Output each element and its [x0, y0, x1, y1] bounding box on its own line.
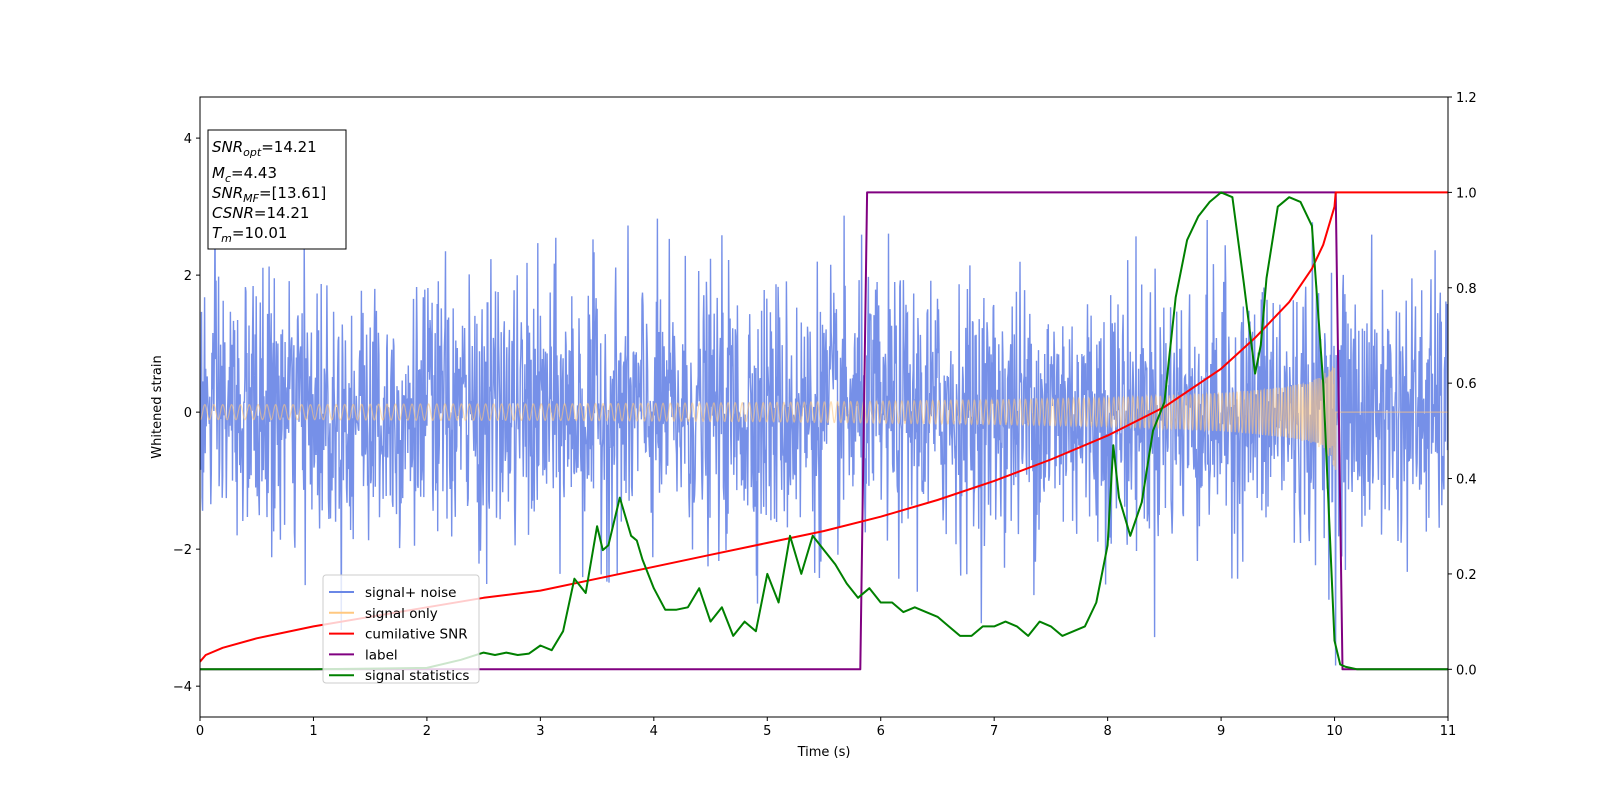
- series-signal-statistics-line: [200, 191, 1448, 671]
- x-tick-label: 10: [1326, 724, 1343, 739]
- info-box-line: SNRMF=[13.61]: [212, 184, 326, 205]
- y-left-tick-label: −2: [173, 543, 192, 558]
- info-box: SNRopt=14.21Mc=4.43SNRMF=[13.61]CSNR=14.…: [207, 129, 347, 250]
- plot-frame: [199, 96, 1449, 718]
- legend-frame: [322, 574, 480, 684]
- info-value: =[13.61]: [259, 184, 326, 202]
- x-axis-label: Time (s): [797, 745, 851, 760]
- y-right-tick-label: 0.8: [1456, 282, 1477, 297]
- y-left-tick-label: 2: [184, 269, 192, 284]
- info-subscript: MF: [243, 192, 259, 205]
- info-symbol: T: [212, 224, 223, 242]
- y-right-tick-label: 1.2: [1456, 91, 1477, 106]
- y-right-tick-label: 1.0: [1456, 186, 1477, 201]
- series-signal-noise-line: [200, 213, 1448, 666]
- legend: signal+ noise signal only cumilative SNR la…: [322, 574, 480, 684]
- x-tick-label: 9: [1217, 724, 1225, 739]
- y-axis-label: Whitened strain: [150, 355, 165, 458]
- x-tick-label: 8: [1103, 724, 1111, 739]
- info-box-line: Tm=10.01: [212, 224, 287, 245]
- info-box-line: SNRopt=14.21: [212, 138, 317, 159]
- info-value: =14.21: [254, 204, 310, 222]
- info-box-frame: [207, 129, 347, 250]
- info-subscript: opt: [243, 146, 262, 159]
- info-value: =10.01: [232, 224, 288, 242]
- legend-label: cumilative SNR: [365, 627, 468, 643]
- info-subscript: c: [225, 172, 231, 185]
- series-signal-only-line: [200, 366, 1448, 471]
- info-symbol: SNR: [212, 138, 243, 156]
- legend-label: signal only: [365, 606, 438, 622]
- x-tick-label: 3: [536, 724, 544, 739]
- y-right-tick-label: 0.6: [1456, 377, 1477, 392]
- x-tick-label: 4: [650, 724, 658, 739]
- y-right-tick-label: 0.2: [1456, 568, 1477, 583]
- x-tick-label: 11: [1440, 724, 1457, 739]
- legend-label: signal+ noise: [365, 585, 456, 601]
- info-subscript: m: [221, 232, 232, 245]
- x-tick-label: 1: [309, 724, 317, 739]
- ticks-layer: 0 1 2 3 4 5 6 7 8 9 10 11 −4 −2 0 2 4 0.0 0.2 0.4 0.6 0.8 1.0 1…: [173, 91, 1477, 739]
- y-right-tick-label: 0.4: [1456, 473, 1477, 488]
- y-left-tick-label: 4: [184, 132, 192, 147]
- y-left-tick-label: 0: [184, 406, 192, 421]
- info-box-line: CSNR=14.21: [212, 204, 309, 222]
- info-symbol: CSNR: [212, 204, 254, 222]
- info-value: =4.43: [231, 164, 277, 182]
- info-symbol: M: [212, 164, 225, 182]
- legend-label: label: [365, 647, 398, 663]
- info-symbol: SNR: [212, 184, 243, 202]
- x-tick-label: 5: [763, 724, 771, 739]
- info-value: =14.21: [261, 138, 317, 156]
- x-tick-label: 0: [196, 724, 204, 739]
- y-right-tick-label: 0.0: [1456, 663, 1477, 678]
- info-box-line: Mc=4.43: [212, 164, 277, 185]
- x-tick-label: 2: [423, 724, 431, 739]
- x-tick-label: 6: [877, 724, 885, 739]
- legend-label: signal statistics: [365, 668, 469, 684]
- x-tick-label: 7: [990, 724, 998, 739]
- y-left-tick-label: −4: [173, 680, 192, 695]
